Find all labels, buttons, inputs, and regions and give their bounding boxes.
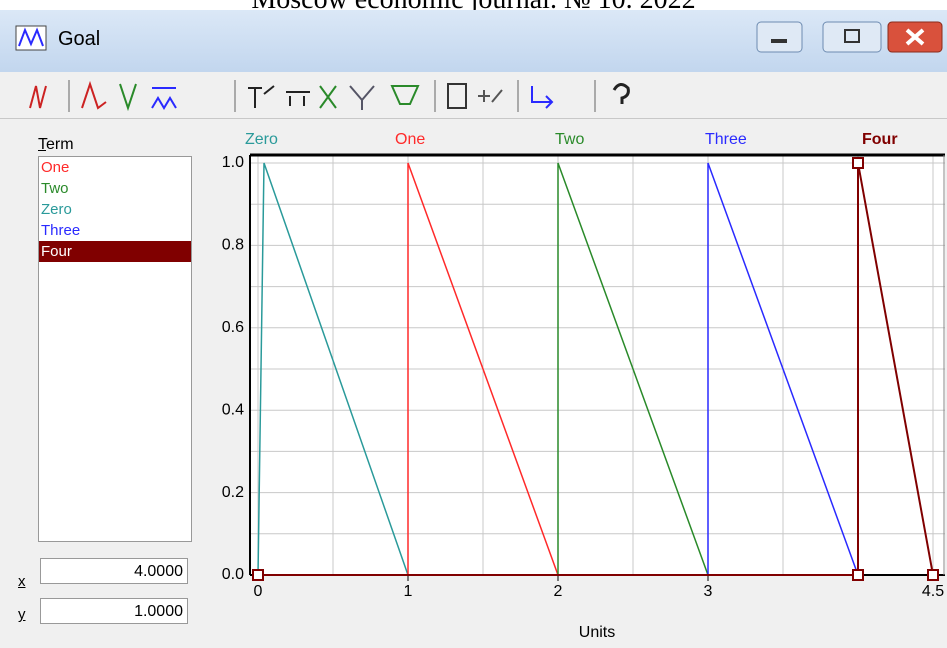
- x-tick-label: 1: [404, 583, 413, 600]
- x-tick-label: 4.5: [922, 583, 944, 600]
- y-tick-label: 0.8: [222, 237, 244, 254]
- point-marker: [928, 570, 938, 580]
- x-axis-label: Units: [579, 624, 615, 641]
- legend-entry: Four: [862, 131, 898, 148]
- page: Moscow economic journal. № 10. 2022 Goal: [0, 0, 947, 648]
- x-tick-label: 2: [554, 583, 563, 600]
- legend-entry: Three: [705, 131, 747, 148]
- legend-entry: Zero: [245, 131, 278, 148]
- legend-entry: Two: [555, 131, 584, 148]
- x-tick-label: 3: [704, 583, 713, 600]
- point-marker: [853, 158, 863, 168]
- y-tick-label: 1.0: [222, 154, 244, 171]
- y-tick-label: 0.2: [222, 484, 244, 501]
- plot-area: [250, 155, 945, 575]
- y-tick-label: 0.6: [222, 319, 244, 336]
- chart: 0 1 2 3 4.5 0.0 0.2 0.4 0.6 0.8 1.0 Units Zero One Two…: [0, 0, 947, 648]
- legend-entry: One: [395, 131, 425, 148]
- point-marker: [253, 570, 263, 580]
- x-tick-label: 0: [254, 583, 263, 600]
- point-marker: [853, 570, 863, 580]
- y-tick-label: 0.4: [222, 401, 244, 418]
- y-tick-label: 0.0: [222, 566, 244, 583]
